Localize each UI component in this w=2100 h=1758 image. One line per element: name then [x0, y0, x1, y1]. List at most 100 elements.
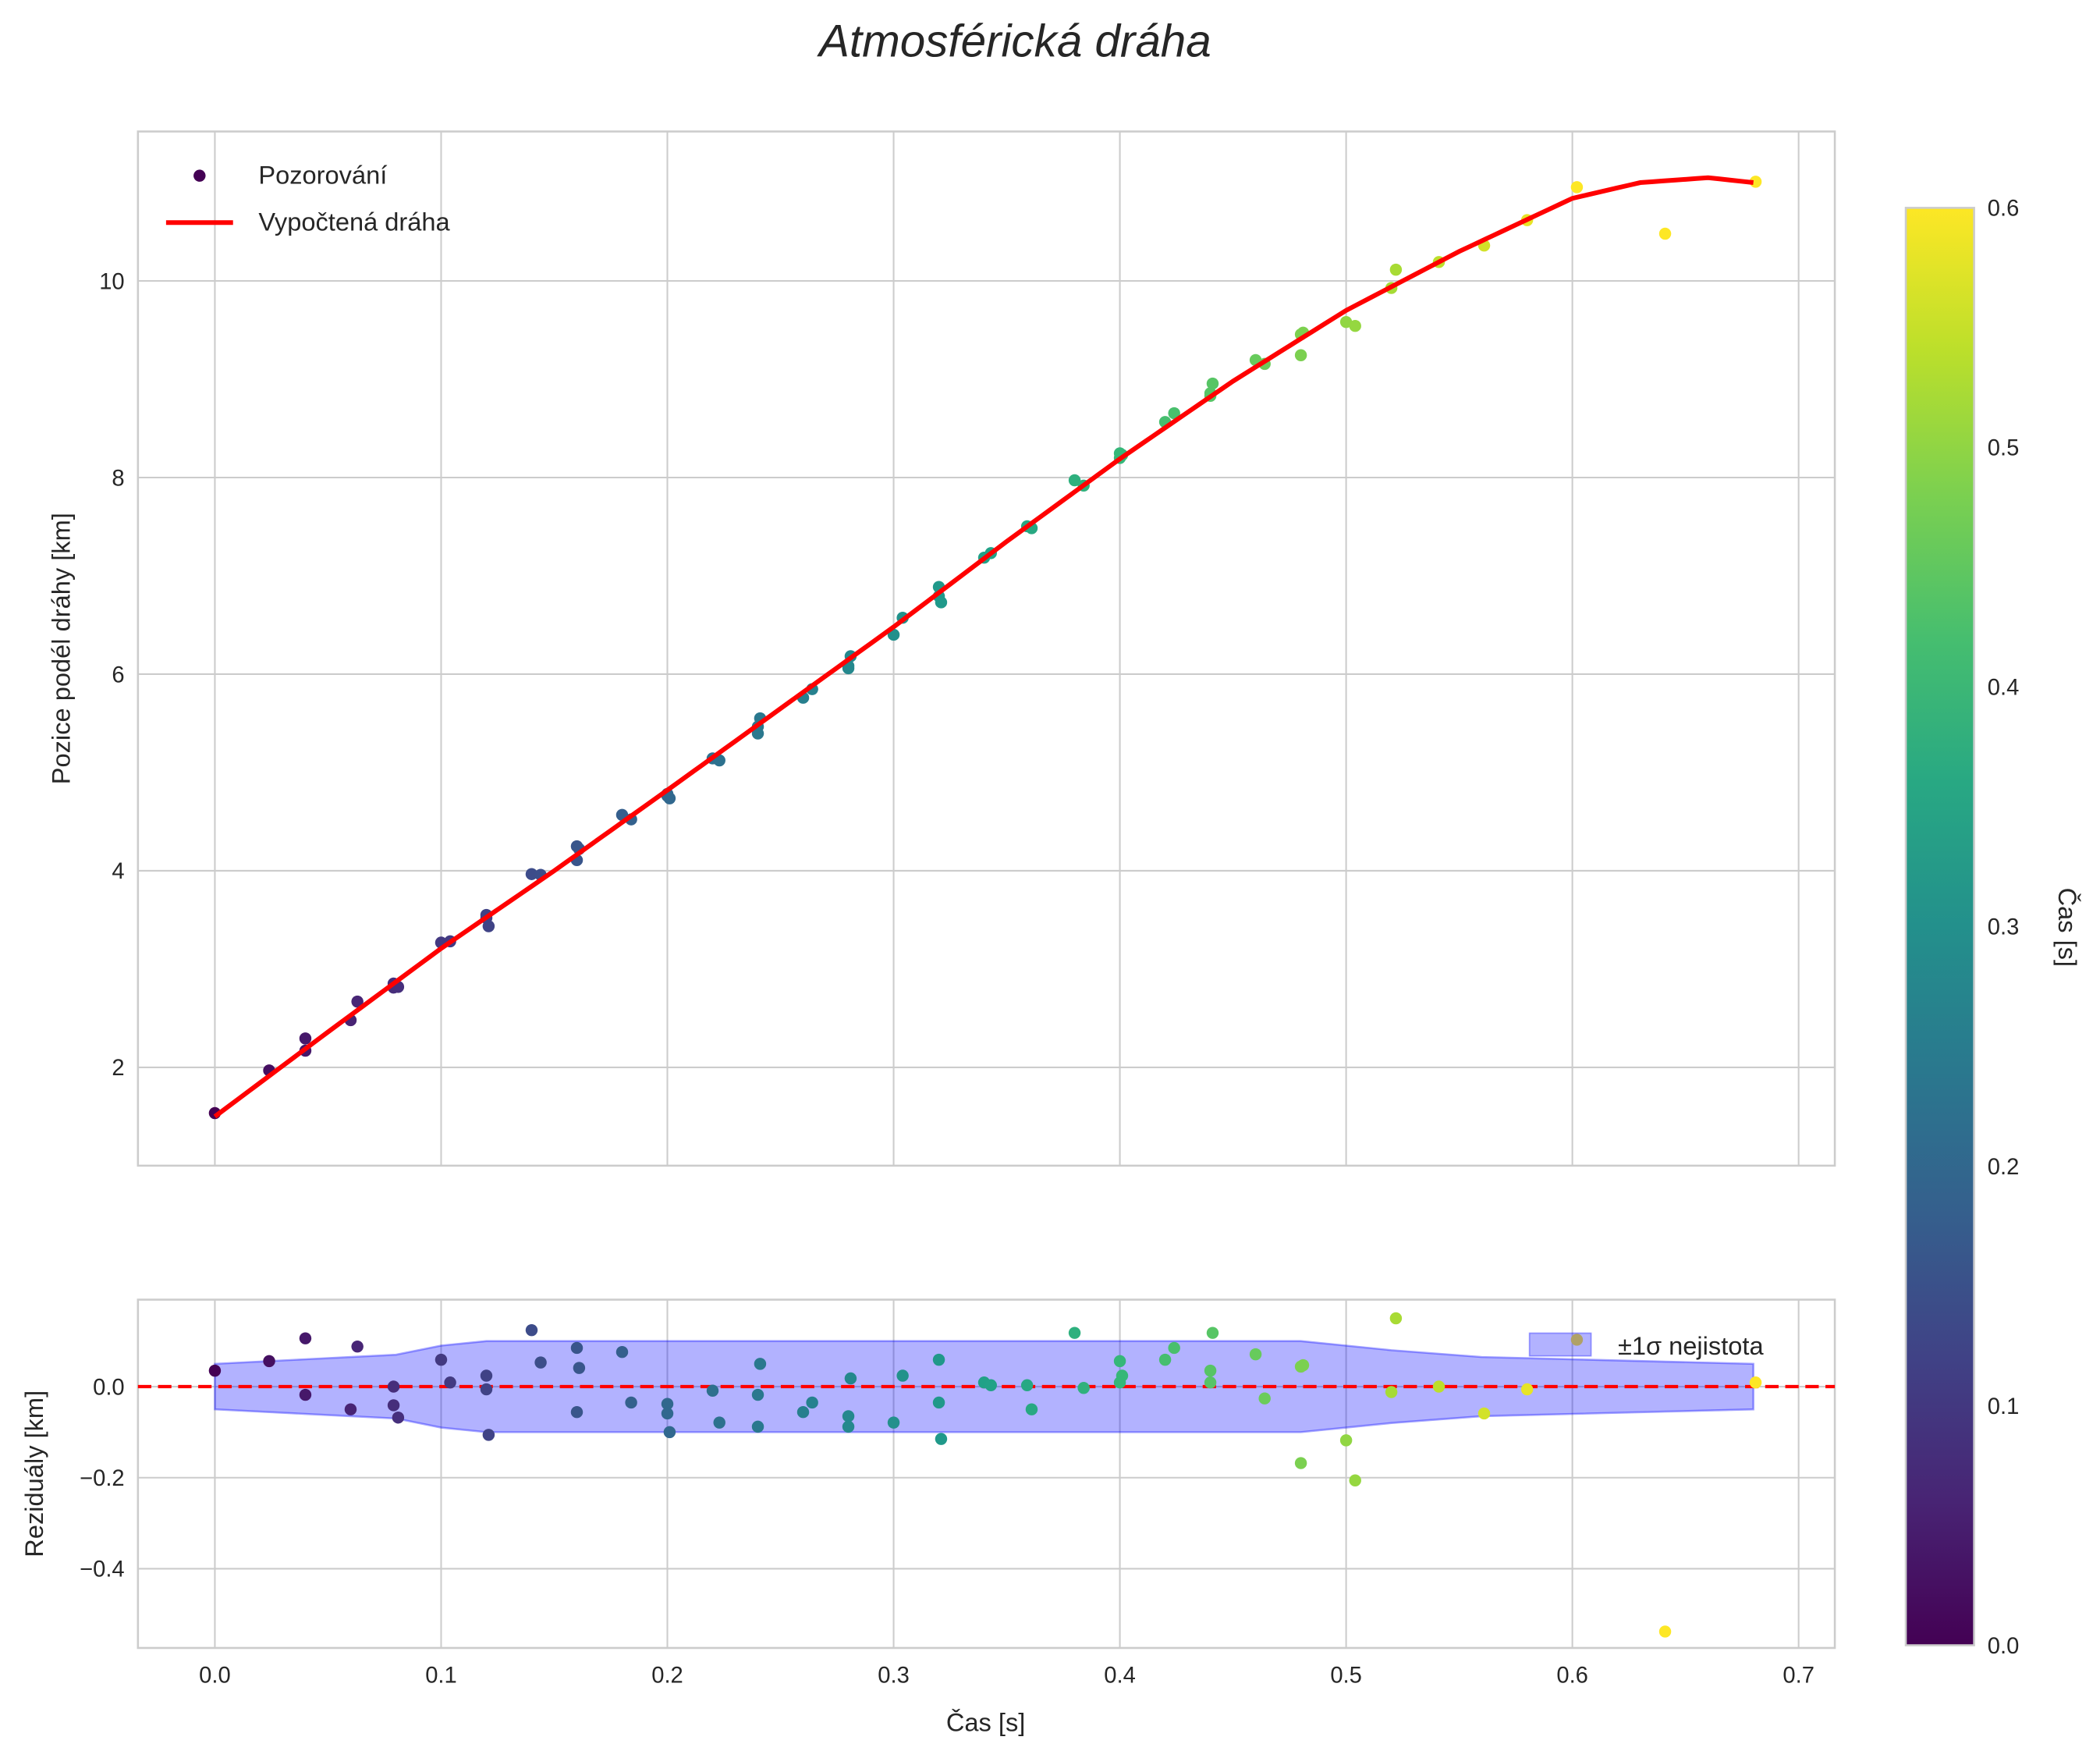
colorbar-tick-label: 0.2 — [1988, 1155, 2020, 1180]
residual-point — [299, 1388, 312, 1401]
residual-point — [887, 1416, 900, 1429]
residual-point — [984, 1379, 997, 1392]
residual-point — [1477, 1407, 1491, 1420]
residual-point — [1168, 1341, 1180, 1355]
residual-point — [1349, 1474, 1361, 1486]
observation-point — [1168, 407, 1180, 420]
colorbar-tick-label: 0.0 — [1988, 1634, 2020, 1659]
y-tick-label: −0.2 — [80, 1466, 125, 1491]
residual-axes: 0.0 0.1 0.2 0.3 0.4 0.5 0.6 0.7 −0.4 −0.2 0.0 ±1σ n… — [80, 1298, 1836, 1689]
legend-label-band: ±1σ nejistota — [1618, 1331, 1765, 1360]
y-axis-label-top: Pozice podél dráhy [km] — [46, 513, 75, 784]
residual-point — [932, 1396, 945, 1409]
residual-point — [1206, 1326, 1219, 1339]
colorbar-label: Čas [s] — [2053, 888, 2082, 967]
colorbar-tick-label: 0.5 — [1988, 436, 2020, 461]
x-tick-label: 0.5 — [1330, 1664, 1362, 1689]
residual-point — [480, 1383, 493, 1396]
observation-point — [1389, 263, 1403, 276]
residual-point — [751, 1420, 764, 1433]
x-axis-label: Čas [s] — [946, 1707, 1025, 1736]
residual-point — [573, 1362, 586, 1374]
residual-point — [661, 1398, 674, 1410]
residual-point — [625, 1396, 637, 1409]
residual-point — [1258, 1392, 1271, 1405]
observation-point — [663, 792, 676, 804]
fitted-curve-line — [213, 175, 1754, 1119]
observation-point — [482, 920, 495, 932]
residual-point — [570, 1341, 584, 1355]
residual-point — [1520, 1383, 1534, 1396]
residual-point — [806, 1396, 818, 1409]
residual-point — [1204, 1376, 1217, 1389]
observation-point — [1206, 377, 1219, 390]
observation-point — [525, 868, 538, 880]
y-axis-label-residual: Reziduály [km] — [20, 1390, 48, 1557]
residual-point — [1020, 1379, 1034, 1392]
observation-point — [351, 995, 364, 1008]
x-tick-label: 0.1 — [425, 1664, 457, 1689]
colorbar-gradient — [1904, 207, 1975, 1646]
y-tick-label: −0.4 — [80, 1557, 125, 1582]
residual-point — [344, 1403, 357, 1415]
residual-point — [1249, 1348, 1262, 1361]
residual-point — [1077, 1382, 1090, 1394]
residual-point — [615, 1345, 629, 1358]
residual-point — [392, 1411, 405, 1424]
observation-point — [299, 1032, 312, 1045]
residual-point — [844, 1372, 857, 1385]
observation-point — [1068, 474, 1081, 487]
residual-point — [1339, 1434, 1353, 1447]
x-tick-label: 0.3 — [878, 1664, 910, 1689]
colorbar-tick-label: 0.1 — [1988, 1394, 2020, 1419]
residual-point — [444, 1376, 456, 1389]
observation-point — [1294, 349, 1307, 361]
residual-point — [480, 1369, 493, 1382]
observation-point — [1349, 319, 1361, 332]
residual-point — [1294, 1360, 1307, 1373]
residual-point — [796, 1405, 810, 1419]
residual-point — [663, 1426, 676, 1439]
residual-point — [1432, 1380, 1446, 1393]
residual-point — [706, 1384, 719, 1398]
colorbar-tick-label: 0.3 — [1988, 915, 2020, 940]
legend-label-observations: Pozorování — [258, 160, 387, 189]
legend-label-curve: Vypočtená dráha — [258, 208, 450, 236]
y-tick-label: 4 — [112, 859, 124, 884]
residual-point — [1025, 1403, 1038, 1415]
y-tick-label: 8 — [112, 466, 124, 491]
residual-point — [1204, 1364, 1217, 1377]
residual-point — [661, 1407, 674, 1420]
axes-frame — [137, 1298, 1836, 1650]
residual-point — [1389, 1312, 1403, 1325]
residual-point — [1385, 1386, 1398, 1398]
observation-point — [1339, 315, 1353, 329]
residual-point — [1158, 1353, 1172, 1366]
observation-point — [751, 727, 764, 740]
residual-point — [570, 1405, 584, 1419]
residual-point — [387, 1399, 400, 1412]
residual-point — [299, 1332, 312, 1344]
observation-point — [842, 662, 855, 675]
residual-point — [1294, 1457, 1307, 1469]
x-tick-label: 0.6 — [1556, 1664, 1588, 1689]
observation-point — [935, 596, 948, 609]
residual-point — [1113, 1376, 1126, 1389]
residual-point — [1068, 1326, 1081, 1339]
residual-point — [932, 1353, 945, 1366]
y-tick-label: 2 — [112, 1056, 124, 1081]
x-tick-label: 0.7 — [1783, 1664, 1814, 1689]
residual-point — [435, 1353, 448, 1366]
axes-frame — [137, 130, 1836, 1167]
residual-point — [842, 1420, 855, 1433]
residual-point — [387, 1380, 400, 1393]
colorbar: 0.0 0.1 0.2 0.3 0.4 0.5 0.6 — [1904, 197, 2020, 1659]
residual-point — [525, 1323, 538, 1337]
residual-point — [263, 1355, 275, 1368]
y-tick-label: 0.0 — [93, 1375, 125, 1400]
observation-point — [1570, 181, 1584, 194]
x-tick-label: 0.2 — [651, 1664, 683, 1689]
residual-point — [1570, 1334, 1584, 1346]
residual-point — [842, 1410, 855, 1422]
